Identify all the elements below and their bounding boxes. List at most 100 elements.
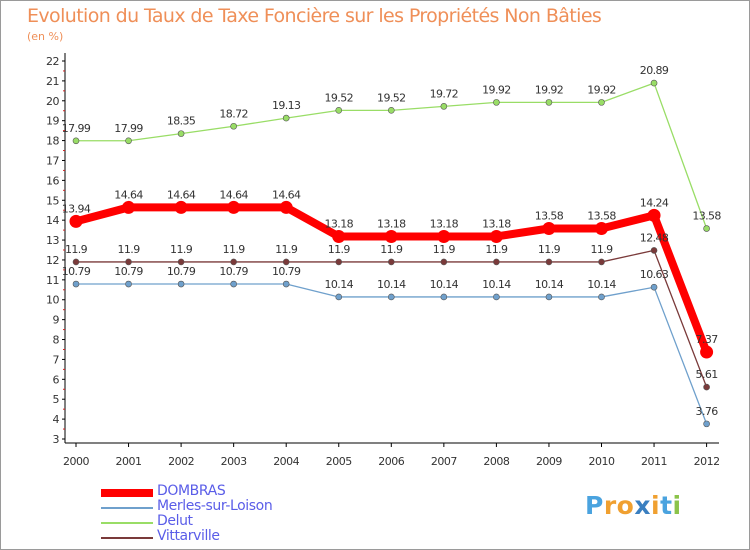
data-point bbox=[69, 214, 83, 228]
x-tick-label: 2002 bbox=[168, 455, 194, 468]
legend-label: Merles-sur-Loison bbox=[157, 498, 273, 514]
x-tick-label: 2007 bbox=[431, 455, 457, 468]
data-point bbox=[332, 229, 346, 243]
data-point bbox=[489, 229, 503, 243]
data-label: 10.14 bbox=[377, 278, 406, 291]
data-label: 10.14 bbox=[535, 278, 564, 291]
data-point bbox=[650, 79, 658, 87]
x-tick-label: 2012 bbox=[694, 455, 720, 468]
y-tick-label: 18 bbox=[46, 135, 59, 148]
data-label: 10.79 bbox=[219, 265, 248, 278]
data-label: 11.9 bbox=[118, 243, 141, 256]
data-point bbox=[230, 258, 237, 266]
data-point bbox=[598, 293, 605, 301]
data-point bbox=[545, 99, 553, 106]
y-tick-label: 14 bbox=[46, 214, 59, 227]
legend-label: Delut bbox=[157, 513, 193, 529]
data-point bbox=[282, 280, 290, 288]
data-point bbox=[542, 222, 556, 236]
data-label: 13.94 bbox=[62, 202, 91, 215]
proxiti-logo: Proxiti bbox=[585, 491, 682, 520]
x-tick-label: 2000 bbox=[63, 455, 89, 468]
data-label: 11.9 bbox=[380, 243, 403, 256]
legend-swatch bbox=[101, 507, 153, 509]
data-label: 11.9 bbox=[485, 243, 508, 256]
data-label: 19.52 bbox=[325, 91, 354, 104]
data-label: 20.89 bbox=[640, 64, 669, 77]
data-label: 18.35 bbox=[167, 115, 196, 128]
data-label: 10.63 bbox=[640, 268, 669, 281]
legend-label: DOMBRAS bbox=[157, 483, 226, 499]
data-point bbox=[598, 99, 605, 106]
x-tick-label: 2003 bbox=[221, 455, 247, 468]
logo-letter: P bbox=[585, 491, 604, 520]
data-label: 17.99 bbox=[114, 122, 143, 135]
y-tick-label: 12 bbox=[46, 254, 59, 267]
x-tick-label: 2004 bbox=[273, 455, 299, 468]
data-label: 13.58 bbox=[535, 210, 564, 223]
data-label: 11.9 bbox=[328, 243, 351, 256]
data-label: 11.9 bbox=[433, 243, 456, 256]
data-label: 10.79 bbox=[272, 265, 301, 278]
data-labels: 13.94 14.64 14.64 14.64 14.64 13.18 13.18 13.18… bbox=[62, 64, 722, 418]
data-point bbox=[125, 280, 132, 288]
data-label: 14.24 bbox=[640, 196, 669, 209]
data-label: 19.92 bbox=[482, 83, 511, 96]
data-label: 19.13 bbox=[272, 99, 301, 112]
y-tick-label: 17 bbox=[46, 154, 59, 167]
x-tick-label: 2009 bbox=[536, 455, 562, 468]
data-point bbox=[545, 293, 553, 301]
data-label: 18.72 bbox=[219, 107, 248, 120]
y-tick-label: 9 bbox=[53, 314, 60, 327]
data-point bbox=[177, 280, 185, 288]
series-line-merles-sur-loison bbox=[75, 283, 708, 425]
data-point bbox=[493, 258, 500, 266]
data-point bbox=[335, 293, 343, 301]
data-label: 10.14 bbox=[482, 278, 511, 291]
data-label: 13.18 bbox=[430, 217, 459, 230]
data-label: 19.72 bbox=[430, 87, 459, 100]
data-point bbox=[230, 280, 237, 288]
data-point bbox=[595, 222, 608, 236]
data-label: 13.18 bbox=[325, 217, 354, 230]
data-point bbox=[227, 200, 241, 214]
data-label: 11.9 bbox=[65, 243, 88, 256]
y-tick-label: 22 bbox=[46, 55, 59, 68]
data-label: 11.9 bbox=[170, 243, 193, 256]
data-label: 10.79 bbox=[62, 265, 91, 278]
logo-letter: o bbox=[616, 491, 635, 520]
y-tick-label: 10 bbox=[46, 294, 59, 307]
data-point bbox=[650, 283, 658, 291]
data-label: 13.58 bbox=[587, 210, 616, 223]
x-tick-label: 2010 bbox=[589, 455, 615, 468]
chart-subtitle: (en %) bbox=[27, 30, 64, 43]
data-point bbox=[282, 258, 290, 266]
data-label: 14.64 bbox=[272, 188, 301, 201]
data-point bbox=[387, 107, 395, 114]
data-point bbox=[440, 103, 448, 110]
y-tick-label: 20 bbox=[46, 95, 59, 108]
data-label: 11.9 bbox=[538, 243, 561, 256]
y-tick-label: 15 bbox=[46, 194, 59, 207]
data-label: 5.61 bbox=[696, 368, 718, 381]
y-tick-label: 5 bbox=[53, 393, 60, 406]
data-point bbox=[598, 258, 605, 266]
y-tick-label: 21 bbox=[46, 75, 59, 88]
data-point bbox=[440, 258, 448, 266]
x-tick-label: 2006 bbox=[378, 455, 404, 468]
data-point bbox=[545, 258, 553, 266]
legend-swatch bbox=[101, 522, 153, 524]
data-point bbox=[440, 293, 448, 301]
data-point bbox=[279, 200, 293, 214]
data-label: 7.37 bbox=[696, 333, 719, 346]
series-layer bbox=[69, 79, 714, 428]
data-point bbox=[230, 122, 237, 130]
data-point bbox=[177, 258, 185, 266]
data-label: 19.52 bbox=[377, 91, 406, 104]
data-point bbox=[282, 114, 290, 122]
x-tick-label: 2005 bbox=[326, 455, 352, 468]
data-point bbox=[387, 293, 395, 301]
data-point bbox=[72, 137, 80, 145]
data-point bbox=[647, 208, 661, 222]
